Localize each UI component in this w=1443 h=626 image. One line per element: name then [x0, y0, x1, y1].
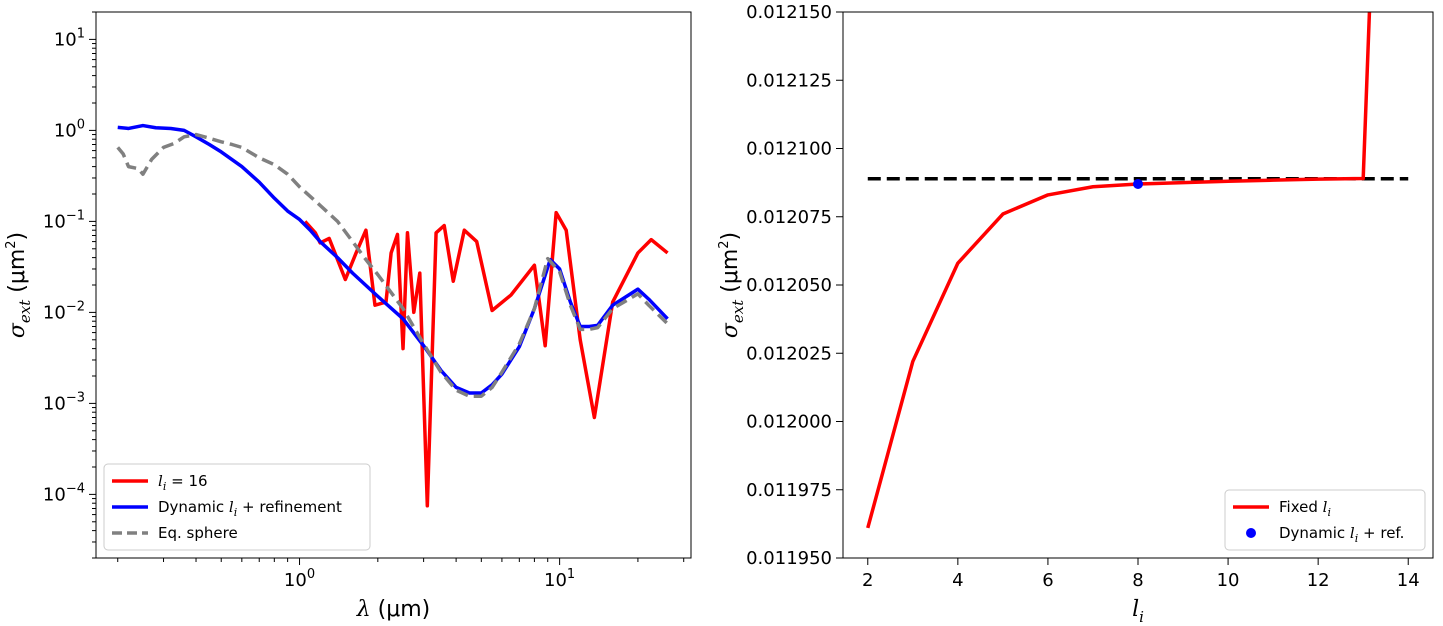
x-tick-label: 14	[1397, 570, 1420, 591]
axes-frame	[842, 11, 1434, 559]
x-tick-label: 2	[862, 570, 873, 591]
left-chart-extinction-vs-wavelength: 100 101 10−4 10−3 10−2 10−1 100 101 λ (μm) σext (…	[4, 11, 692, 622]
series-line-2	[116, 132, 669, 398]
y-tick-label: 0.012125	[746, 70, 832, 91]
y-tick-label: 0.012150	[746, 2, 832, 23]
x-tick-label: 100	[284, 567, 315, 591]
series-marker-1	[1133, 178, 1143, 189]
y-axis-label: σext (μm2)	[717, 232, 747, 338]
series-line-0	[866, 12, 1372, 529]
x-tick-label: 8	[1132, 570, 1143, 591]
x-tick-label: 4	[952, 570, 963, 591]
right-chart-extinction-vs-li: 2 4 6 8 10 12 14 0.011950 0.011975 0.012000 0.0120…	[717, 2, 1434, 626]
legend: Fixed li Dynamic li + ref.	[1224, 489, 1426, 551]
legend-label-1: Dynamic li + refinement	[158, 498, 342, 519]
legend-box	[103, 463, 371, 551]
legend-label-0: Fixed li	[1279, 498, 1331, 519]
legend-label-1: Dynamic li + ref.	[1279, 524, 1404, 545]
y-tick-label: 0.011950	[746, 548, 832, 569]
y-tick-label: 10−4	[43, 481, 85, 505]
x-tick-label: 101	[544, 567, 575, 591]
y-tick-label: 100	[54, 117, 85, 141]
y-axis-label: σext (μm2)	[4, 232, 34, 338]
series-line-0	[303, 210, 669, 508]
y-tick-label: 0.011975	[746, 480, 832, 501]
y-tick-label: 0.012025	[746, 343, 832, 364]
y-tick-label: 0.012050	[746, 275, 832, 296]
y-tick-label: 101	[54, 26, 85, 50]
y-tick-label: 10−3	[43, 390, 85, 414]
y-tick-label: 0.012075	[746, 207, 832, 228]
x-tick-label: 6	[1042, 570, 1053, 591]
x-tick-label: 12	[1307, 570, 1330, 591]
x-axis-label: λ (μm)	[356, 597, 431, 622]
y-tick-label: 10−2	[43, 299, 85, 323]
legend-marker-1	[1246, 528, 1256, 538]
legend-box	[1224, 489, 1426, 551]
legend-label-0: li = 16	[158, 472, 208, 493]
y-tick-label: 0.012100	[746, 139, 832, 160]
legend: li = 16 Dynamic li + refinement Eq. sphere	[103, 463, 371, 551]
y-tick-label: 0.012000	[746, 412, 832, 433]
y-tick-label: 10−1	[43, 208, 85, 232]
x-tick-label: 10	[1217, 570, 1240, 591]
axes-frame	[95, 11, 692, 559]
x-axis-label: li	[1132, 597, 1144, 626]
series-line-1	[117, 123, 669, 395]
legend-label-2: Eq. sphere	[158, 524, 238, 542]
